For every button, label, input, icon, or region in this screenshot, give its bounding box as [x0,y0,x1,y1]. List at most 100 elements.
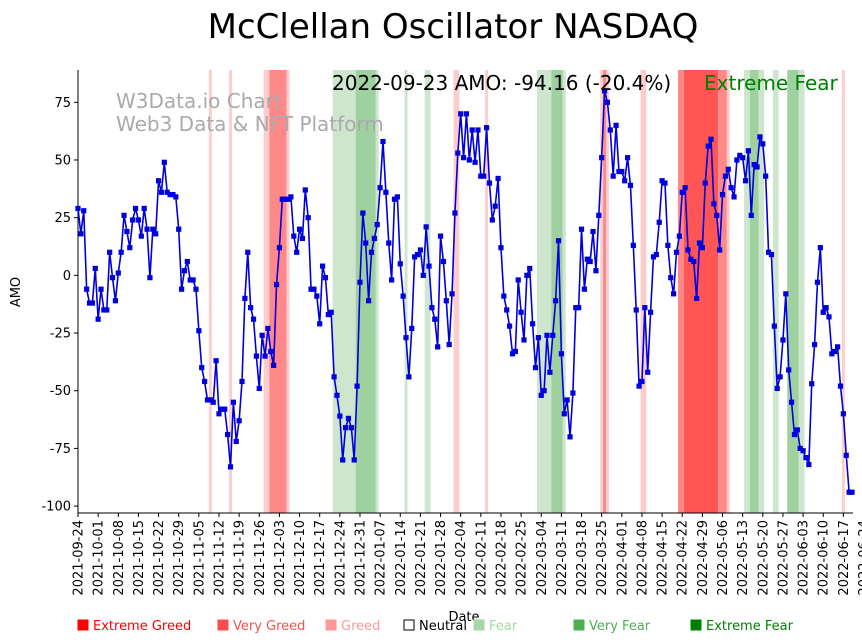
amo-point [95,316,101,322]
amo-point [742,178,749,184]
amo-point [460,155,467,161]
x-tick-label: 2021-10-15 [132,520,147,596]
amo-point [328,309,334,315]
amo-point [363,240,369,246]
amo-point [702,180,708,186]
amo-point [653,251,659,258]
x-tick-label: 2022-02-18 [494,520,509,596]
amo-point [530,321,536,327]
x-tick-label: 2022-04-29 [696,520,711,596]
x-tick-label: 2022-04-08 [635,520,650,596]
amo-point [777,374,783,380]
amo-point [455,150,461,156]
amo-point [374,221,380,228]
x-tick-label: 2021-10-29 [172,520,187,596]
amo-point [708,136,714,142]
amo-point [167,191,173,198]
amo-point [788,399,795,405]
amo-point [135,217,142,223]
amo-point [265,325,271,332]
x-tick-label: 2022-04-22 [676,520,691,596]
amo-point [624,155,631,161]
amo-point [688,256,694,262]
sentiment-band [375,70,379,513]
amo-point [271,362,277,368]
amo-point [478,173,484,179]
amo-point [210,399,216,405]
amo-point [567,434,573,440]
amo-point [578,226,585,232]
amo-point [325,311,331,318]
amo-point [498,245,504,251]
x-tick-label: 2022-03-18 [575,520,590,596]
legend-swatch [325,619,337,631]
sentiment-band [726,70,730,513]
amo-point [553,298,559,304]
amo-point [668,275,674,281]
amo-point [242,295,248,302]
legend-label: Greed [341,619,380,634]
amo-point [391,196,398,202]
sentiment-band [263,70,270,513]
amo-point [107,249,113,255]
amo-point [544,332,550,338]
amo-point [489,217,495,223]
x-tick-label: 2022-05-27 [776,520,791,596]
x-tick-label: 2022-01-21 [414,520,429,596]
amo-point [780,337,786,343]
y-tick-label: -75 [50,442,71,457]
amo-point [317,321,323,327]
amo-point [311,286,317,292]
amo-point [409,325,415,332]
amo-point [570,390,576,396]
sentiment-band [744,70,750,513]
amo-point [89,300,95,306]
sentiment-band [208,70,212,513]
legend-label: Extreme Fear [706,619,794,634]
amo-point [308,286,314,292]
amo-point [682,185,688,191]
amo-annotation: 2022-09-23 AMO: -94.16 (-20.4%) [332,71,671,95]
x-tick-label: 2022-06-10 [817,520,832,596]
sentiment-band [355,70,376,513]
amo-point [225,431,231,438]
amo-point [501,293,507,299]
x-tick-label: 2022-01-14 [394,520,409,596]
x-tick-label: 2021-11-05 [192,520,207,596]
x-tick-label: 2022-06-03 [797,520,812,596]
amo-point [719,191,726,198]
amo-point [466,157,472,163]
amo-point [722,173,728,179]
amo-point [153,231,159,237]
amo-point [757,134,763,140]
amo-point [794,427,800,433]
amo-point [811,341,818,348]
sentiment-bands [208,70,845,513]
legend-label: Very Fear [589,619,651,634]
amo-point [630,242,636,248]
amo-point [590,228,596,235]
amo-point [751,162,757,168]
amo-point [173,194,179,200]
y-ticks: -100 -75 -50 -25 0 25 50 75 [41,96,78,515]
amo-point [112,298,119,304]
amo-point [101,307,107,313]
amo-point [420,272,426,278]
amo-point [481,173,487,179]
amo-point [647,309,654,315]
amo-point [622,178,628,184]
amo-point [394,194,400,200]
x-tick-label: 2021-10-01 [92,520,107,596]
amo-point [161,159,167,165]
amo-point [849,489,855,495]
sentiment-band [453,70,460,513]
x-tick-label: 2021-11-12 [212,520,227,596]
amo-point [299,235,306,242]
sentiment-band [404,70,408,513]
x-tick-label: 2022-02-04 [454,520,469,596]
amo-point [294,249,300,255]
sentiment-band [772,70,779,513]
legend-swatch [217,619,229,631]
amo-point [124,228,130,235]
x-tick-label: 2022-02-11 [474,520,489,596]
